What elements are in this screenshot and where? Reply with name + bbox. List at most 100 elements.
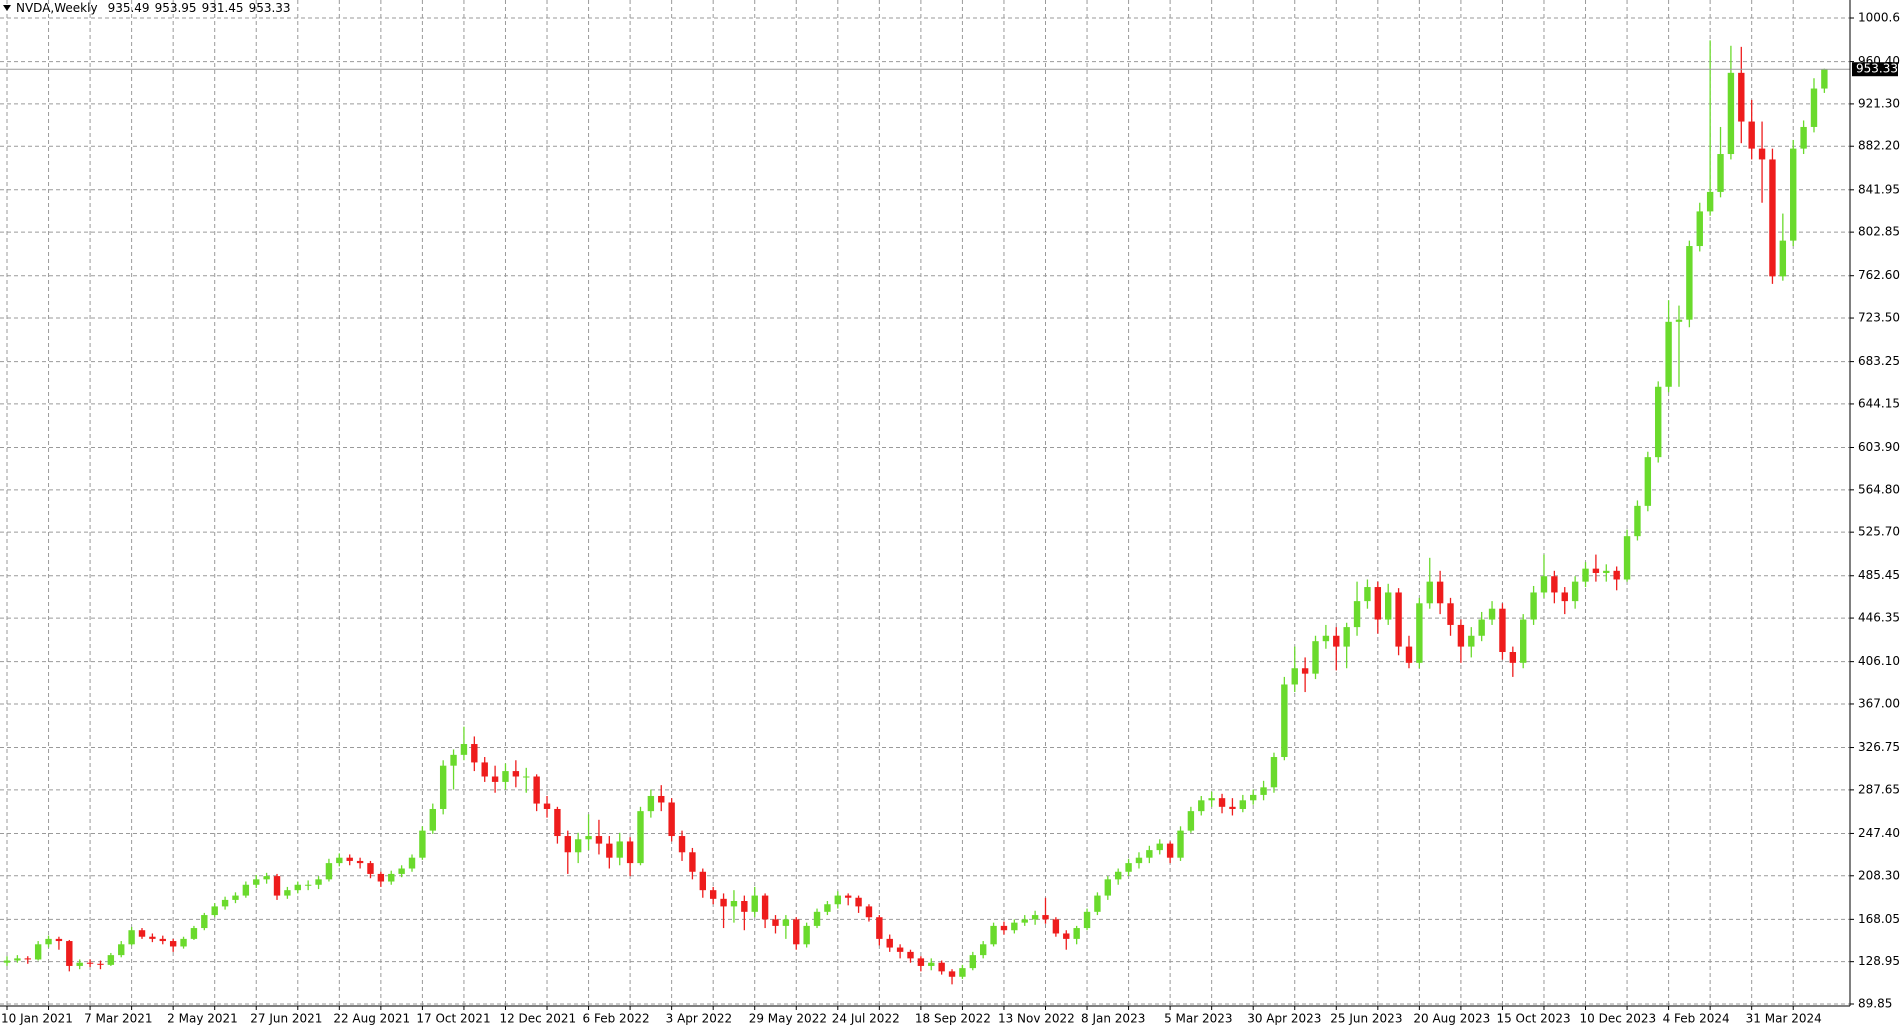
candle-body [377,873,385,882]
y-tick-label: 168.05 [1858,912,1900,926]
x-tick-label: 24 Jul 2022 [832,1012,900,1026]
candle-body [678,836,686,853]
y-tick-label: 921.30 [1858,96,1900,110]
candle-body [1488,608,1496,620]
candle-body [1416,603,1423,663]
y-tick-label: 762.60 [1858,268,1900,282]
candle-body [1011,922,1018,931]
candle-body [689,852,696,872]
y-tick-label: 564.80 [1858,482,1900,496]
x-tick-label: 18 Sep 2022 [915,1012,991,1026]
candle-body [1208,798,1215,801]
candle-body [523,776,530,778]
candle-body [606,843,613,858]
y-tick-label: 446.35 [1858,611,1900,625]
candle-body [398,868,405,874]
y-tick-label: 603.90 [1858,440,1900,454]
x-tick-label: 6 Feb 2022 [583,1012,650,1026]
candle-body [1198,800,1205,812]
x-tick-label: 20 Aug 2023 [1413,1012,1490,1026]
x-tick-label: 25 Jun 2023 [1330,1012,1402,1026]
candle-body [1696,211,1703,247]
candle-body [242,884,250,896]
candle-body [221,899,229,907]
candle-body [24,958,31,960]
y-tick-label: 287.65 [1858,782,1900,796]
x-tick-label: 15 Oct 2023 [1496,1012,1570,1026]
candle-body [813,911,821,926]
candle-body [1322,635,1330,642]
symbol: NVDA,Weekly [16,1,98,15]
y-tick-label: 802.85 [1858,225,1900,239]
candle-body [1457,624,1465,647]
candle-body [782,919,790,926]
candle-body [720,898,727,907]
candle-body [471,744,478,763]
candle-body [865,906,873,918]
x-tick-label: 22 Aug 2021 [333,1012,410,1026]
candle-body [1239,800,1247,809]
candle-body [1218,798,1226,807]
header-open: 935.49 [108,1,150,15]
y-tick-label: 247.40 [1858,826,1900,840]
candle-body [273,876,281,896]
candle-body [128,930,135,945]
candle-body [180,938,187,947]
candle-body [1146,850,1153,858]
candle-body [66,941,73,966]
x-tick-label: 29 May 2022 [749,1012,827,1026]
candle-body [668,802,675,837]
candle-body [1551,576,1558,593]
candle-body [1821,69,1828,89]
candle-body [1769,159,1776,277]
y-tick-label: 525.70 [1858,525,1900,539]
candle-body [1021,919,1028,923]
candle-body [34,944,42,960]
price-label-box [1852,62,1898,77]
x-tick-label: 10 Jan 2021 [1,1012,73,1026]
x-tick-label: 5 Mar 2023 [1164,1012,1232,1026]
candle-body [429,808,436,831]
candle-body [1478,619,1485,636]
candle-body [834,895,841,905]
candle-body [1561,592,1568,602]
x-tick-label: 7 Mar 2021 [84,1012,152,1026]
x-tick-label: 30 Apr 2023 [1247,1012,1321,1026]
candle-body [232,895,239,900]
header-high: 953.95 [155,1,197,15]
price-label: 953.33 [1856,62,1898,76]
candle-body [86,962,94,964]
x-tick-label: 12 Dec 2021 [499,1012,576,1026]
candle-body [325,863,333,880]
y-tick-label: 485.45 [1858,568,1900,582]
candle-body [1779,240,1787,277]
y-tick-label: 208.30 [1858,868,1900,882]
header-low: 931.45 [202,1,244,15]
candle-body [1364,587,1371,602]
candle-body [1114,871,1122,880]
candle-body [1727,72,1735,155]
candle-body [450,754,457,766]
candle-body [1665,321,1672,387]
candle-body [699,871,706,891]
x-tick-label: 4 Feb 2024 [1663,1012,1730,1026]
candle-body [1644,457,1652,506]
candle-body [190,928,198,939]
candle-body [1540,576,1548,593]
y-tick-label: 367.00 [1858,696,1900,710]
candle-body [45,938,52,945]
y-tick-label: 128.95 [1858,954,1900,968]
candle-body [107,955,115,965]
candle-body [439,765,447,809]
candle-body [1353,601,1361,628]
candle-body [1613,570,1620,580]
candle-body [3,960,11,963]
candle-body [263,876,270,880]
candle-body [1706,191,1714,212]
x-tick-label: 27 Jun 2021 [250,1012,322,1026]
candle-body [1436,581,1444,604]
candle-body [979,944,987,956]
candle-body [855,897,862,907]
candle-body [138,930,146,937]
